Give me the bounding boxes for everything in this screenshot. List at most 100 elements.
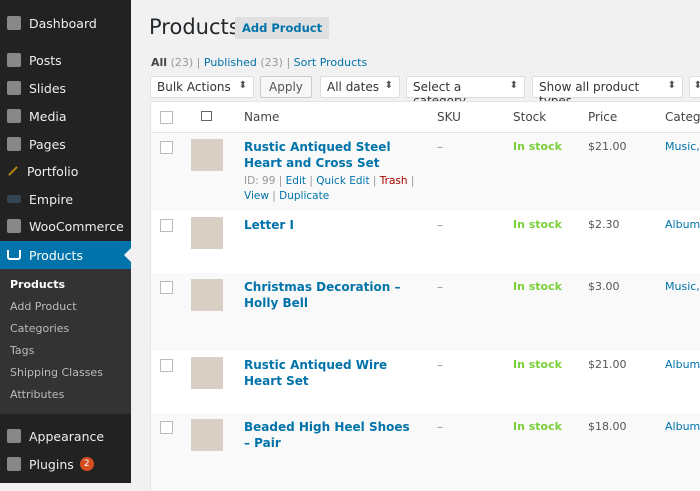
price-value: $2.30 <box>588 218 620 231</box>
product-thumbnail[interactable] <box>191 357 223 389</box>
menu-label: Appearance <box>29 428 105 444</box>
sku-value: – <box>437 420 443 434</box>
separator: | <box>196 56 201 69</box>
menu-label: Empire <box>29 191 74 207</box>
submenu-products[interactable]: Products <box>10 278 66 291</box>
product-type-select[interactable]: Show all product types <box>532 76 683 108</box>
product-thumbnail[interactable] <box>191 139 223 171</box>
category-select[interactable]: Select a category <box>406 76 525 108</box>
update-badge: 2 <box>79 457 94 471</box>
products-submenu: Products Add Product Categories Tags Shi… <box>0 269 131 414</box>
trash-link[interactable]: Trash <box>379 175 408 187</box>
menu-dashboard[interactable]: Dashboard <box>0 9 131 37</box>
product-thumbnail[interactable] <box>191 279 223 311</box>
table-row: Beaded High Heel Shoes – Pair – In stock… <box>151 413 700 491</box>
row-checkbox[interactable] <box>160 359 173 372</box>
product-id: ID: 99 <box>244 175 276 187</box>
apply-button[interactable]: Apply <box>260 76 312 98</box>
category-link[interactable]: Music, S <box>665 140 700 153</box>
stock-status: In stock <box>513 218 562 231</box>
row-actions: ID: 99 | Edit | Quick Edit | Trash | Vie… <box>244 175 415 202</box>
empire-icon <box>7 195 21 203</box>
menu-posts[interactable]: Posts <box>0 46 131 74</box>
submenu-add-product[interactable]: Add Product <box>10 300 77 313</box>
menu-media[interactable]: Media <box>0 102 131 130</box>
brush-icon <box>7 429 21 443</box>
add-product-button[interactable]: Add Product <box>235 17 330 39</box>
menu-plugins[interactable]: Plugins 2 <box>0 450 131 478</box>
menu-label: Slides <box>29 80 67 96</box>
pages-icon <box>7 137 21 151</box>
pin-icon <box>7 53 21 67</box>
table-row: Rustic Antiqued Steel Heart and Cross Se… <box>151 133 700 211</box>
count: (23) <box>260 56 283 69</box>
menu-woocommerce[interactable]: WooCommerce <box>0 212 131 240</box>
product-thumbnail[interactable] <box>191 217 223 249</box>
product-name-link[interactable]: Letter I <box>244 218 294 232</box>
row-checkbox[interactable] <box>160 421 173 434</box>
filter-all[interactable]: All <box>151 56 168 69</box>
stock-status: In stock <box>513 420 562 433</box>
category-link[interactable]: Albums <box>665 218 700 231</box>
bulk-actions-select[interactable]: Bulk Actions <box>150 76 254 98</box>
category-link[interactable]: Albums <box>665 358 700 371</box>
count: (23) <box>170 56 194 69</box>
products-table: Name SKU Stock Price Catego Rustic Antiq… <box>150 101 700 491</box>
price-value: $21.00 <box>588 358 627 371</box>
row-checkbox[interactable] <box>160 141 173 154</box>
extra-filter-select[interactable] <box>689 76 700 98</box>
duplicate-link[interactable]: Duplicate <box>279 190 330 202</box>
product-thumbnail[interactable] <box>191 419 223 451</box>
menu-label: Posts <box>29 52 62 68</box>
submenu-attributes[interactable]: Attributes <box>10 388 65 401</box>
menu-products[interactable]: Products <box>0 241 131 269</box>
price-value: $3.00 <box>588 280 620 293</box>
status-filter-links: All (23) | Published (23) | Sort Product… <box>151 56 367 69</box>
submenu-categories[interactable]: Categories <box>10 322 70 335</box>
menu-label: WooCommerce <box>29 218 124 234</box>
filter-published[interactable]: Published <box>203 56 257 69</box>
menu-label: Products <box>29 247 83 263</box>
dates-select[interactable]: All dates <box>320 76 400 98</box>
submenu-tags[interactable]: Tags <box>10 344 35 357</box>
stock-status: In stock <box>513 280 562 293</box>
quick-edit-link[interactable]: Quick Edit <box>316 175 370 187</box>
sort-products-link[interactable]: Sort Products <box>293 56 368 69</box>
menu-pages[interactable]: Pages <box>0 130 131 158</box>
menu-label: Media <box>29 108 67 124</box>
row-checkbox[interactable] <box>160 219 173 232</box>
category-link[interactable]: Albums <box>665 420 700 433</box>
category-link[interactable]: Music, S <box>665 280 700 293</box>
col-price[interactable]: Price <box>588 110 618 124</box>
sku-value: – <box>437 140 443 154</box>
menu-empire[interactable]: Empire <box>0 185 131 213</box>
edit-link[interactable]: Edit <box>285 175 306 187</box>
page-title: Products <box>149 15 240 39</box>
product-name-link[interactable]: Rustic Antiqued Steel Heart and Cross Se… <box>244 140 391 170</box>
col-sku[interactable]: SKU <box>437 110 461 124</box>
product-name-link[interactable]: Beaded High Heel Shoes – Pair <box>244 420 410 450</box>
main-content: Products Add Product All (23) | Publishe… <box>131 0 700 491</box>
slides-icon <box>7 81 21 95</box>
select-all-checkbox[interactable] <box>160 111 173 124</box>
table-row: Rustic Antiqued Wire Heart Set – In stoc… <box>151 351 700 413</box>
menu-portfolio[interactable]: Portfolio <box>0 157 131 185</box>
separator: | <box>286 56 291 69</box>
dashboard-icon <box>7 16 21 30</box>
menu-label: Plugins <box>29 456 74 472</box>
col-stock: Stock <box>513 110 547 124</box>
col-name[interactable]: Name <box>244 110 280 124</box>
image-icon <box>201 111 212 121</box>
product-name-link[interactable]: Christmas Decoration – Holly Bell <box>244 280 401 310</box>
menu-label: Pages <box>29 136 66 152</box>
view-link[interactable]: View <box>244 190 269 202</box>
row-checkbox[interactable] <box>160 281 173 294</box>
menu-appearance[interactable]: Appearance <box>0 422 131 450</box>
sku-value: – <box>437 280 443 294</box>
table-row: Letter I – In stock $2.30 Albums <box>151 211 700 273</box>
menu-slides[interactable]: Slides <box>0 74 131 102</box>
product-name-link[interactable]: Rustic Antiqued Wire Heart Set <box>244 358 388 388</box>
price-value: $21.00 <box>588 140 627 153</box>
table-row: Christmas Decoration – Holly Bell – In s… <box>151 273 700 351</box>
submenu-shipping-classes[interactable]: Shipping Classes <box>10 366 103 379</box>
